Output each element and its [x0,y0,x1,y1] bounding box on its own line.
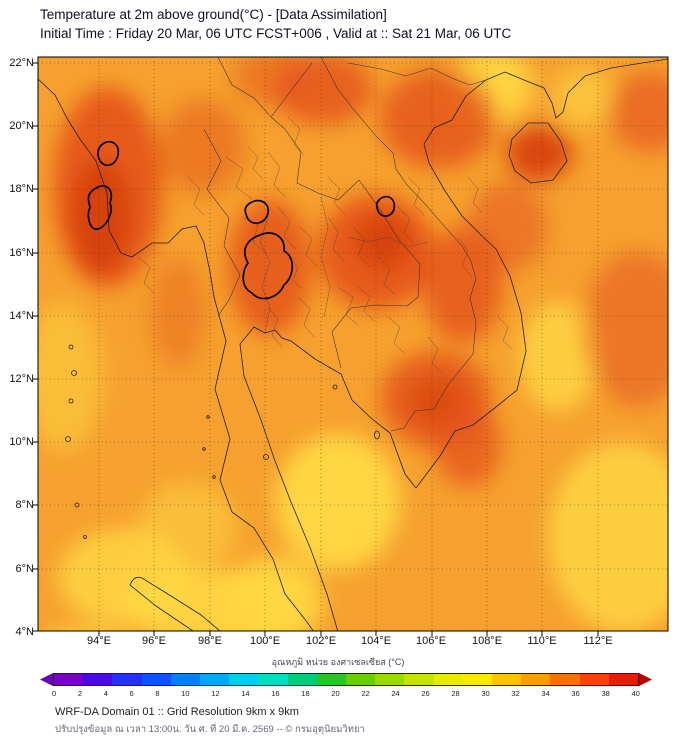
axis-ticks [33,62,599,636]
x-axis-tick-label: 98°E [198,635,222,647]
x-axis-tick-label: 112°E [583,635,613,647]
y-axis-tick-label: 20°N [9,120,34,132]
colorbar-tick: 10 [181,689,190,698]
colorbar-segment [462,674,493,685]
colorbar-tick: 18 [301,689,310,698]
colorbar-segment [54,674,84,685]
colorbar-tick: 30 [481,689,490,698]
colorbar-segment [492,674,522,685]
y-axis-tick-label: 10°N [9,436,34,448]
temperature-field [38,57,668,631]
colorbar-segment [346,674,376,685]
colorbar-tick: 22 [361,689,370,698]
colorbar-segment [287,674,317,685]
colorbar-segment [316,674,347,685]
map-svg [33,56,669,636]
colorbar-tick: 24 [391,689,400,698]
colorbar-tick: 38 [601,689,610,698]
x-axis-tick-label: 104°E [360,635,392,647]
colorbar-title: อุณหภูมิ หน่วย องศาเซลเซียส (°C) [271,657,405,667]
y-axis-tick-label: 14°N [9,310,34,322]
colorbar-tick: 0 [52,689,57,698]
colorbar-segment [521,674,551,685]
colorbar-tick: 14 [241,689,250,698]
colorbar-segment [433,674,463,685]
x-axis-tick-label: 96°E [142,635,166,647]
colorbar-tick: 6 [129,689,134,698]
y-axis-tick-label: 16°N [9,247,34,259]
x-axis-tick-label: 106°E [415,635,447,647]
colorbar-tick: 34 [541,689,550,698]
colorbar [40,673,652,686]
colorbar-segment [229,674,259,685]
y-axis-tick-label: 6°N [15,563,34,575]
colorbar-tick: 40 [631,689,640,698]
title-block: Temperature at 2m above ground(°C) - [Da… [40,5,511,43]
colorbar-tick: 32 [511,689,520,698]
footer-domain-info: WRF-DA Domain 01 :: Grid Resolution 9km … [55,706,299,718]
province-borders [137,116,513,374]
colorbar-segment [200,674,230,685]
colorbar-segment [375,674,405,685]
y-axis-tick-label: 8°N [15,499,34,511]
colorbar-tick: 36 [571,689,580,698]
colorbar-segment [579,674,609,685]
colorbar-segment [404,674,434,685]
country-borders [203,57,487,432]
colorbar-segment [608,674,639,685]
colorbar-segment [550,674,580,685]
colorbar-segment [83,674,113,685]
x-axis-tick-label: 100°E [249,635,281,647]
colorbar-tick: 12 [211,689,220,698]
colorbar-tick: 20 [331,689,340,698]
colorbar-tick: 8 [155,689,160,698]
x-axis-tick-label: 102°E [305,635,337,647]
colorbar-segment [170,674,201,685]
y-axis-tick-label: 18°N [9,183,34,195]
colorbar-tick: 2 [77,689,83,698]
colorbar-ticks: 0 2 4 6 8 10 12 14 16 18 20 22 24 26 28 … [52,689,640,698]
x-axis-tick-label: 110°E [527,635,557,647]
graticule [38,57,668,631]
colorbar-right-arrow [639,673,652,686]
plot-frame [37,56,669,632]
colorbar-segment [112,674,142,685]
colorbar-tick: 16 [271,689,280,698]
thick-contours [87,140,396,300]
colorbar-left-arrow [40,673,53,686]
colorbar-segment [141,674,171,685]
chart-subtitle: Initial Time : Friday 20 Mar, 06 UTC FCS… [40,26,512,41]
y-axis-tick-label: 22°N [9,57,34,69]
y-axis-tick-label: 4°N [15,626,34,638]
footer-update-info: ปรับปรุงข้อมูล ณ เวลา 13:00น. วัน ศ. ที่… [55,724,365,735]
coastlines [38,58,668,631]
colorbar-segment [258,674,288,685]
colorbar-tick: 26 [421,689,430,698]
y-axis-tick-label: 12°N [9,373,34,385]
colorbar-tick: 4 [103,689,108,698]
colorbar-body [53,673,639,686]
chart-title: Temperature at 2m above ground(°C) - [Da… [40,7,387,22]
x-axis-tick-label: 108°E [471,635,503,647]
x-axis-tick-label: 94°E [87,635,111,647]
colorbar-tick: 28 [451,689,460,698]
